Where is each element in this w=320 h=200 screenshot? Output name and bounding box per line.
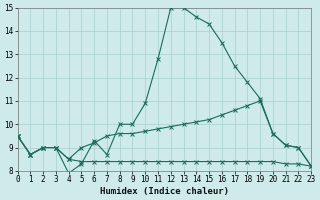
X-axis label: Humidex (Indice chaleur): Humidex (Indice chaleur) [100,187,229,196]
